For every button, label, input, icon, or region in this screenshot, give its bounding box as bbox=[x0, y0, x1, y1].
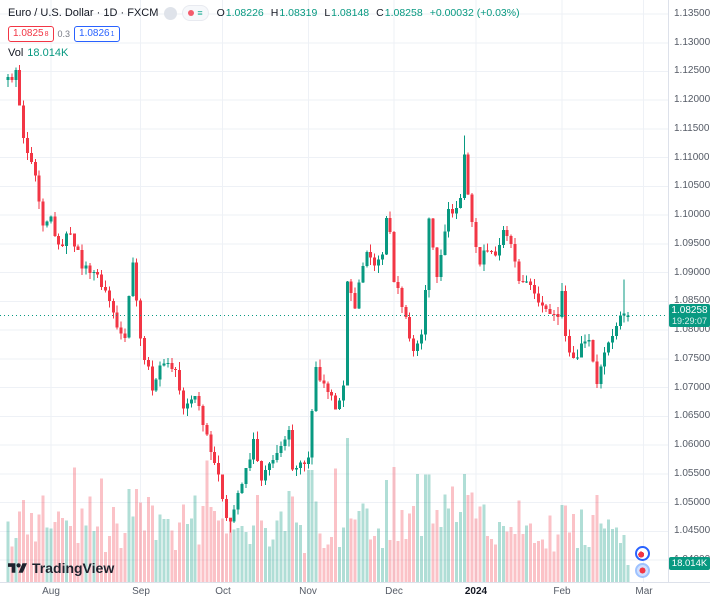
last-price-badge: 1.08258 19:29:07 bbox=[669, 304, 710, 327]
tradingview-logo-icon bbox=[8, 562, 27, 573]
floating-icons bbox=[635, 546, 650, 578]
legend-controls-pill[interactable]: ≡ bbox=[182, 5, 209, 21]
price-axis-label: 1.06000 bbox=[674, 439, 710, 450]
price-axis[interactable]: 1.08258 19:29:07 18.014K 1.13500 1.13000 1… bbox=[668, 0, 710, 583]
volume-study-label[interactable]: Vol bbox=[8, 47, 24, 59]
time-axis-label: Mar bbox=[635, 586, 653, 597]
price-axis-label: 1.08500 bbox=[674, 295, 710, 306]
sell-price-sup: 8 bbox=[44, 30, 49, 38]
candlestick-chart[interactable] bbox=[0, 0, 668, 583]
last-price-value: 1.08258 bbox=[671, 305, 708, 316]
time-axis-label: Oct bbox=[215, 586, 231, 597]
price-axis-label: 1.11000 bbox=[674, 152, 710, 163]
reaction-icon-1[interactable] bbox=[635, 546, 650, 561]
bar-countdown: 19:29:07 bbox=[671, 316, 708, 326]
reaction-icon-2[interactable] bbox=[635, 563, 650, 578]
time-axis-label: Sep bbox=[132, 586, 150, 597]
price-axis-label: 1.09500 bbox=[674, 238, 710, 249]
price-axis-label: 1.04500 bbox=[674, 525, 710, 536]
buy-price: 1.0826 bbox=[79, 27, 110, 39]
price-axis-label: 1.12000 bbox=[674, 94, 710, 105]
buy-price-sup: 1 bbox=[110, 30, 115, 38]
price-axis-label: 1.07500 bbox=[674, 353, 710, 364]
price-axis-label: 1.06500 bbox=[674, 410, 710, 421]
price-axis-label: 1.12500 bbox=[674, 65, 710, 76]
price-axis-label: 1.09000 bbox=[674, 267, 710, 278]
price-axis-label: 1.07000 bbox=[674, 382, 710, 393]
volume-badge: 18.014K bbox=[669, 557, 710, 570]
tradingview-logo-text: TradingView bbox=[32, 560, 115, 576]
change-value: +0.00032 (+0.03%) bbox=[429, 7, 520, 19]
price-axis-label: 1.11500 bbox=[674, 123, 710, 134]
close-value: 1.08258 bbox=[384, 7, 423, 19]
sell-button[interactable]: 1.0825 8 bbox=[8, 25, 54, 42]
time-axis-label: Aug bbox=[42, 586, 60, 597]
low-value: 1.08148 bbox=[331, 7, 370, 19]
tradingview-logo[interactable]: TradingView bbox=[8, 560, 114, 576]
instrument-logo-icon[interactable] bbox=[164, 6, 178, 20]
open-value: 1.08226 bbox=[225, 7, 264, 19]
chart-legend: Euro / U.S. Dollar · 1D · FXCM ≡ O 1.0822… bbox=[8, 5, 520, 59]
spread-value: 0.3 bbox=[57, 28, 71, 39]
open-label: O bbox=[216, 7, 225, 19]
price-axis-label: 1.13500 bbox=[674, 8, 710, 19]
high-value: 1.08319 bbox=[279, 7, 318, 19]
ohlc-values: O 1.08226 H 1.08319 L 1.08148 C 1.08258 +0.0… bbox=[217, 7, 520, 19]
price-axis-label: 1.08000 bbox=[674, 324, 710, 335]
time-axis-label: Feb bbox=[553, 586, 571, 597]
dot-icon bbox=[188, 10, 195, 16]
volume-study-value: 18.014K bbox=[27, 47, 69, 59]
low-label: L bbox=[324, 7, 331, 19]
price-axis-label: 1.10500 bbox=[674, 180, 710, 191]
close-label: C bbox=[376, 7, 384, 19]
list-icon: ≡ bbox=[197, 8, 203, 18]
price-axis-label: 1.05000 bbox=[674, 497, 710, 508]
time-axis[interactable]: Aug Sep Oct Nov Dec 2024 Feb Mar bbox=[0, 582, 710, 600]
time-axis-label: 2024 bbox=[464, 586, 488, 597]
price-axis-label: 1.13000 bbox=[674, 37, 710, 48]
high-label: H bbox=[270, 7, 279, 19]
buy-button[interactable]: 1.0826 1 bbox=[74, 25, 120, 42]
sell-price: 1.0825 bbox=[13, 27, 44, 39]
price-axis-label: 1.05500 bbox=[674, 468, 710, 479]
time-axis-label: Nov bbox=[299, 586, 317, 597]
price-axis-label: 1.10000 bbox=[674, 209, 710, 220]
symbol-title[interactable]: Euro / U.S. Dollar · 1D · FXCM bbox=[8, 7, 159, 19]
time-axis-label: Dec bbox=[385, 586, 403, 597]
